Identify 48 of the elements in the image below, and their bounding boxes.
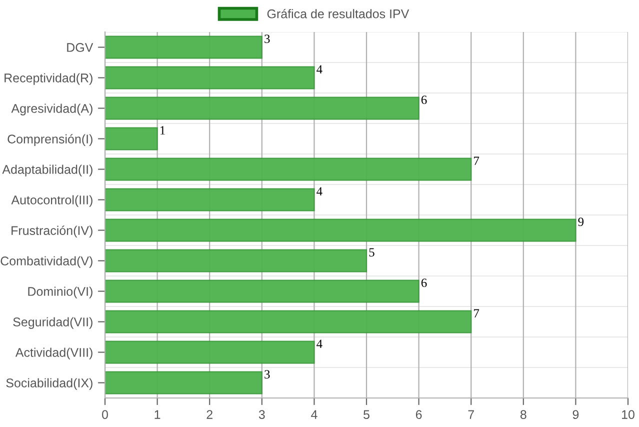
- bar: [105, 371, 262, 394]
- bar: [105, 66, 315, 90]
- data-label: 3: [264, 370, 270, 379]
- x-tick-label: 7: [468, 410, 474, 419]
- data-label: 9: [578, 218, 584, 226]
- data-label: 4: [316, 340, 322, 348]
- x-tick-label: 5: [364, 410, 370, 419]
- y-tick-label: Combatividad(V): [0, 256, 92, 268]
- x-tick-label: 4: [311, 410, 318, 419]
- x-tick-label: 9: [572, 410, 579, 419]
- y-tick-label: DGV: [67, 43, 94, 52]
- x-tick-label: 10: [622, 410, 634, 419]
- bar: [105, 127, 158, 150]
- data-label: 4: [316, 187, 322, 196]
- data-label: 7: [474, 156, 480, 165]
- bar: [105, 249, 368, 272]
- bar: [105, 188, 315, 212]
- y-tick-label: Receptividad(R): [4, 73, 92, 85]
- data-label: 4: [316, 65, 322, 74]
- data-label: 5: [369, 248, 374, 257]
- y-tick-label: Frustración(IV): [12, 226, 92, 238]
- bar: [105, 96, 420, 120]
- x-tick-label: 8: [520, 410, 526, 419]
- data-label: 6: [421, 96, 427, 104]
- x-tick-label: 6: [416, 410, 422, 419]
- legend-label: Gráfica de resultados IPV: [267, 8, 410, 18]
- x-tick-label: 2: [206, 410, 212, 419]
- bar: [105, 218, 576, 242]
- bar: [105, 158, 472, 181]
- y-tick-label: Dominio(VI): [28, 286, 92, 298]
- x-tick-label: 1: [154, 410, 160, 419]
- bar: [105, 280, 420, 303]
- y-tick-label: Seguridad(VII): [13, 317, 92, 329]
- y-tick-label: Actividad(VIII): [15, 348, 92, 360]
- y-tick-label: Autocontrol(III): [11, 195, 92, 207]
- x-tick-label: 3: [258, 410, 265, 419]
- bar: [105, 340, 315, 364]
- data-label: 7: [474, 309, 480, 318]
- y-tick-label: Comprensión(I): [8, 134, 92, 146]
- data-label: 6: [421, 278, 427, 288]
- x-tick-label: 0: [102, 410, 108, 419]
- y-tick-label: Adaptabilidad(II): [2, 164, 92, 176]
- bar: [105, 36, 262, 59]
- bar: [105, 310, 472, 334]
- y-tick-label: Sociabilidad(IX): [6, 378, 92, 390]
- data-label: 3: [264, 34, 270, 44]
- y-tick-label: Agresividad(A): [11, 104, 92, 116]
- data-label: 1: [160, 126, 165, 134]
